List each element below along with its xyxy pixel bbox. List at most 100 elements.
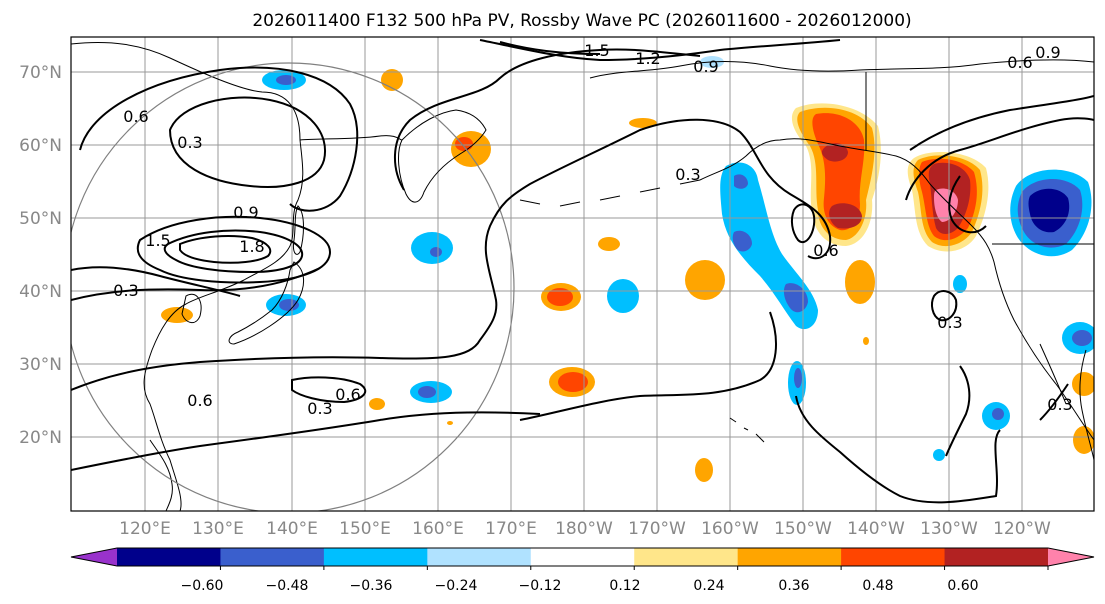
colorbar-segment — [944, 548, 1049, 566]
map-title: 2026011400 F132 500 hPa PV, Rossby Wave … — [252, 11, 911, 31]
positive-blob-18n-152e — [447, 421, 453, 425]
pv-contour-wave — [905, 117, 1094, 201]
contour-label: 0.3 — [1047, 395, 1072, 414]
colorbar-tick-label: −0.48 — [266, 578, 309, 594]
colorbar-segment — [841, 548, 946, 566]
pv-contour-east — [519, 311, 777, 421]
colorbar-segment — [323, 548, 428, 566]
kamchatka-coast — [398, 109, 487, 203]
graticule — [71, 37, 1094, 511]
positive-blob-34n-142w — [863, 337, 869, 345]
contour-label: 0.3 — [937, 313, 962, 332]
pv-contour-12 — [479, 39, 841, 62]
pv-contour-loop-3 — [291, 376, 367, 404]
contour-label: 0.3 — [177, 133, 202, 152]
pv-anomaly-fills — [161, 56, 1094, 482]
korea-coast — [181, 293, 202, 323]
colorbar-tick-label: −0.12 — [519, 578, 562, 594]
negative-blob-40n-175w — [607, 279, 639, 313]
positive-anomaly-150w-bump — [821, 143, 848, 162]
colorbar-segment — [634, 548, 739, 566]
hawaii-islands — [729, 417, 765, 443]
pv-contours — [71, 39, 1094, 504]
lon-label-140w: 140°W — [847, 519, 905, 539]
pv-contour-ridge-ring — [168, 96, 326, 188]
lon-label-120w: 120°W — [993, 519, 1051, 539]
pv-contour-se — [1039, 383, 1069, 421]
contour-label: 0.9 — [233, 203, 258, 222]
pv-contour-loop-4 — [948, 175, 987, 234]
negative-blob-16n-132w — [933, 449, 945, 461]
map-background — [71, 37, 1094, 511]
colorbar-segment — [220, 548, 325, 566]
pv-contour-east-arc — [945, 365, 971, 457]
pv-contour-low-3 — [179, 235, 272, 264]
longitude-labels: 120°E 130°E 140°E 150°E 160°E 170°E 180°… — [119, 519, 1051, 539]
lon-label-160e: 160°E — [412, 519, 464, 539]
colorbar-segment — [1048, 548, 1094, 566]
lon-label-150e: 150°E — [339, 519, 391, 539]
negative-blob-48n-160e-core — [430, 247, 442, 257]
positive-blob-14n-160w — [695, 458, 713, 482]
latitude-labels: 70°N 60°N 50°N 40°N 30°N 20°N — [19, 63, 62, 448]
baja-coast — [1039, 343, 1094, 461]
colorbar-tick-label: −0.60 — [181, 578, 224, 594]
pv-contour-outer — [79, 66, 359, 212]
negative-blob-21n-125w-core — [992, 408, 1004, 420]
colorbar-segments — [70, 547, 1095, 570]
positive-blob-40n-178e-core — [547, 288, 573, 306]
negative-anomaly-125w-core — [1028, 188, 1070, 233]
colorbar-segment — [530, 548, 635, 566]
aleutian-islands — [519, 179, 701, 207]
lon-label-170e: 170°E — [485, 519, 537, 539]
pv-contour-15 — [499, 41, 601, 55]
negative-blob-70n-140e-core — [276, 75, 296, 85]
reference-circle — [71, 62, 515, 511]
positive-blob-66n-170w — [629, 118, 657, 128]
contour-label: 1.5 — [145, 231, 170, 250]
lon-label-170w: 170°W — [628, 519, 686, 539]
contour-label: 0.3 — [675, 165, 700, 184]
negative-anomaly-160w-blob3 — [734, 174, 748, 189]
japan-coast — [228, 261, 304, 345]
negative-blob-28n-150w-core — [794, 368, 802, 388]
pv-contour-west-2 — [71, 266, 241, 297]
pv-contour-hook — [909, 95, 1094, 151]
lon-label-150w: 150°W — [774, 519, 832, 539]
lon-label-130e: 130°E — [192, 519, 244, 539]
negative-blob-25n-160e-core — [418, 386, 436, 398]
positive-anomaly-130w-max — [934, 188, 958, 222]
positive-blob-26n-178w-core — [558, 372, 588, 392]
lon-label-140e: 140°E — [266, 519, 318, 539]
pv-contour-ne-pacific — [394, 48, 701, 191]
positive-blob-22n-150e — [369, 398, 385, 410]
positive-blob-42n-165w — [685, 260, 725, 300]
map-frame — [70, 36, 1095, 512]
contour-label: 0.6 — [187, 391, 212, 410]
lat-label-60n: 60°N — [19, 136, 62, 156]
contour-labels: 1.5 1.2 0.9 0.6 0.6 0.3 0.9 1.5 1.8 0.6 … — [113, 41, 1072, 418]
contour-label: 0.9 — [1035, 43, 1060, 62]
contour-label: 0.3 — [307, 399, 332, 418]
pv-contour-loop-2 — [931, 290, 958, 322]
lon-label-180w: 180°W — [555, 519, 613, 539]
alaska-coast — [699, 138, 1094, 441]
pv-contour-low-2 — [163, 229, 304, 274]
positive-blob-26n-117w — [1072, 372, 1094, 396]
positive-blob-36n-130e — [161, 307, 193, 323]
lat-label-50n: 50°N — [19, 209, 62, 229]
pv-contour-subtropics — [71, 411, 541, 471]
arctic-coast — [589, 59, 1094, 79]
negative-anomaly-160w-blob1 — [732, 230, 752, 252]
pv-contour-west — [71, 267, 321, 301]
negative-anomaly-160w-blob2 — [783, 283, 808, 313]
colorbar-segment — [71, 548, 117, 566]
positive-blob-42n-145w — [845, 260, 875, 304]
contour-label: 0.6 — [123, 107, 148, 126]
colorbar-segment — [117, 548, 221, 566]
contour-label: 0.3 — [113, 281, 138, 300]
colorbar-tick-label: −0.24 — [435, 578, 478, 594]
pv-contour-sub-2 — [795, 395, 1001, 504]
contour-label: 0.6 — [1007, 53, 1032, 72]
